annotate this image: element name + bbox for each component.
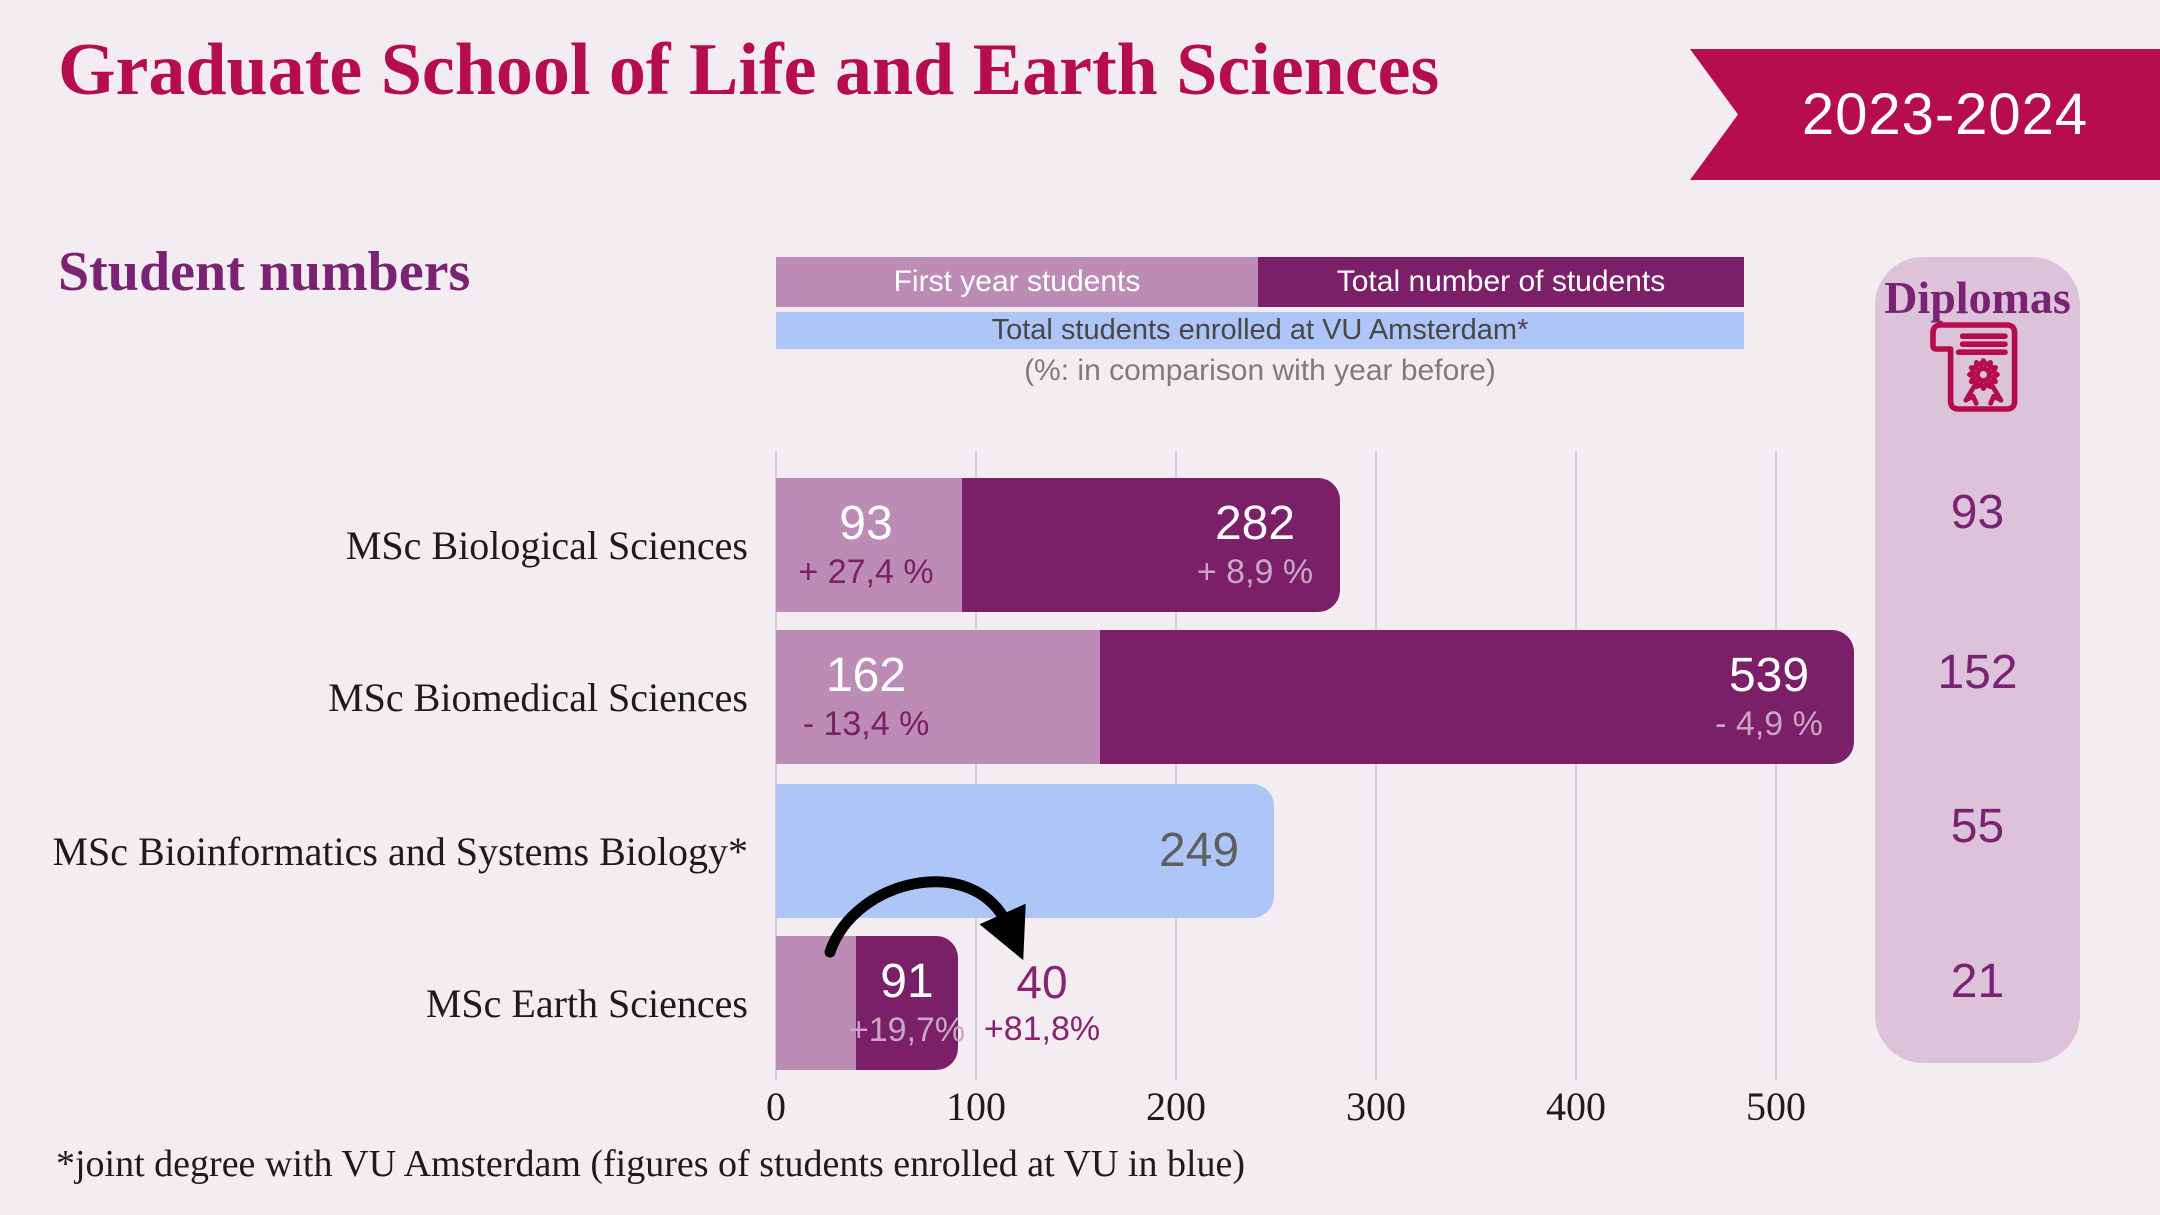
legend-total-students-label: Total number of students: [1336, 265, 1666, 298]
legend-first-year-label: First year students: [893, 265, 1141, 298]
bar-value-block: 539- 4,9 %: [1684, 630, 1854, 764]
bar-value: 40: [1016, 956, 1068, 1008]
bar-value-block: 40 +81,8%: [982, 936, 1102, 1070]
legend-note: (%: in comparison with year before): [1024, 354, 1496, 387]
bar-change: - 4,9 %: [1715, 705, 1823, 744]
category-label: MSc Earth Sciences: [425, 980, 748, 1026]
bar-segment-vu-enrolled: 249: [776, 784, 1274, 918]
gridline: [1175, 450, 1177, 1080]
bar-segment-first-year: [776, 936, 856, 1070]
bar-value-block: 162- 13,4 %: [776, 630, 956, 764]
legend-total-students: Total number of students: [1258, 257, 1744, 307]
diploma-count: 93: [1950, 485, 2005, 539]
bar-segment-first-year: 162- 13,4 %: [776, 630, 1100, 764]
gridline: [975, 450, 977, 1080]
bar-value-block: 93 + 27,4 %: [776, 478, 956, 612]
axis-tick-label: 500: [1746, 1084, 1806, 1129]
diplomas-title: Diplomas: [1884, 272, 2071, 323]
bar-change: + 8,9 %: [1196, 553, 1314, 592]
legend-vu-enrolled: Total students enrolled at VU Amsterdam*: [776, 312, 1744, 349]
bar-segment-total: 91 +19,7%: [849, 936, 965, 1070]
category-label: MSc Biomedical Sciences: [328, 674, 748, 720]
bar-value: 91: [880, 954, 934, 1008]
diplomas-panel: Diplomas: [1875, 257, 2080, 1063]
diploma-count: 152: [1937, 645, 2018, 699]
bar-change: +81,8%: [983, 1010, 1101, 1049]
first-year-outside-label: 40 +81,8%: [982, 936, 1102, 1070]
bar-value-block: 91 +19,7%: [849, 936, 965, 1070]
bar-change: +19,7%: [848, 1011, 966, 1050]
legend-first-year: First year students: [776, 257, 1258, 307]
axis-tick-label: 400: [1546, 1084, 1606, 1129]
bar-segment-total: 539- 4,9 %: [1100, 630, 1854, 764]
gridline: [1375, 450, 1377, 1080]
bar-value: 162: [825, 648, 907, 702]
legend-vu-enrolled-label: Total students enrolled at VU Amsterdam*: [991, 314, 1529, 346]
bar-value: 282: [1214, 496, 1296, 550]
year-ribbon: 2023-2024: [1690, 49, 2160, 180]
gridline: [1775, 450, 1777, 1080]
axis-tick-label: 200: [1146, 1084, 1206, 1129]
diploma-count: 21: [1950, 954, 2005, 1008]
bar-value-block: 282 + 8,9 %: [1170, 478, 1340, 612]
diploma-count: 55: [1950, 799, 2005, 853]
axis-tick-label: 100: [946, 1084, 1006, 1129]
bar-value: 539: [1728, 648, 1810, 702]
bar-segment-total: 282 + 8,9 %: [962, 478, 1340, 612]
section-title: Student numbers: [58, 241, 471, 303]
bar-segment-first-year: 93 + 27,4 %: [776, 478, 962, 612]
bar-value: 249: [1158, 823, 1240, 877]
diploma-certificate-icon: [1930, 322, 2018, 412]
footnote: *joint degree with VU Amsterdam (figures…: [56, 1143, 1246, 1185]
year-badge-label: 2023-2024: [1801, 82, 2089, 147]
bar-change: - 13,4 %: [802, 705, 930, 744]
axis-tick-label: 0: [766, 1084, 786, 1129]
page-title: Graduate School of Life and Earth Scienc…: [58, 29, 1440, 111]
category-label: MSc Biological Sciences: [345, 522, 748, 568]
axis-tick-label: 300: [1346, 1084, 1406, 1129]
gridline: [1575, 450, 1577, 1080]
bar-value: 93: [839, 496, 893, 550]
bar-change: + 27,4 %: [798, 553, 934, 592]
gridline: [775, 450, 777, 1080]
bar-value-block: 249: [1124, 784, 1274, 918]
category-label: MSc Bioinformatics and Systems Biology*: [52, 828, 748, 874]
